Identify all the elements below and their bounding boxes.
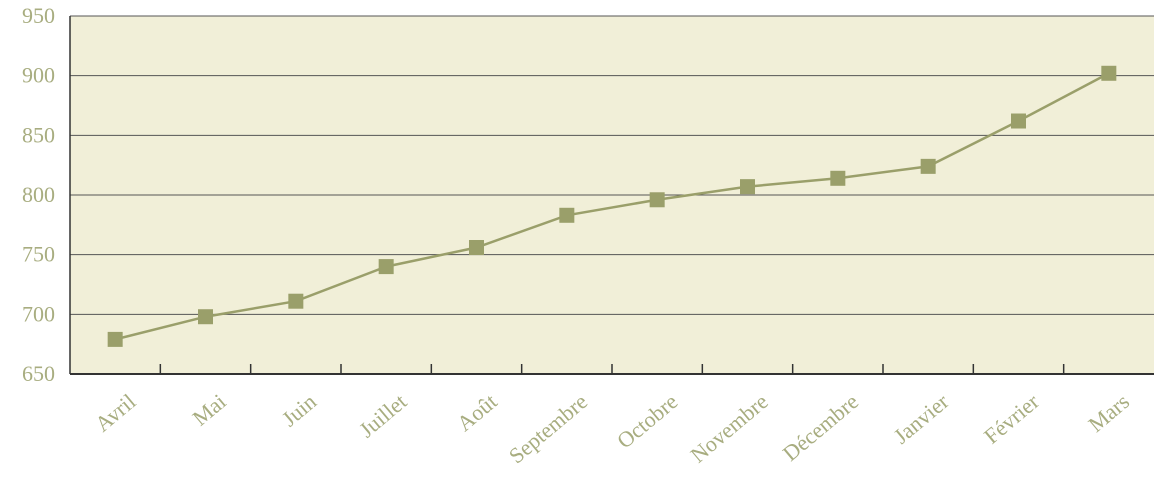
x-category-label: Juin: [277, 389, 321, 432]
y-tick-label: 900: [22, 63, 55, 88]
data-point-marker: [378, 259, 394, 275]
data-point-marker: [469, 240, 484, 256]
data-point-marker: [559, 207, 575, 223]
x-category-label: Août: [452, 389, 502, 436]
x-category-label: Décembre: [778, 389, 863, 466]
y-tick-label: 850: [22, 122, 55, 147]
data-point-marker: [649, 192, 665, 208]
data-point-marker: [920, 158, 936, 174]
x-category-label: Février: [979, 388, 1044, 448]
x-category-label: Novembre: [686, 389, 773, 468]
x-category-label: Mars: [1083, 389, 1134, 437]
data-point-marker: [1101, 65, 1117, 81]
x-category-label: Avril: [90, 389, 140, 437]
x-category-label: Octobre: [612, 389, 682, 454]
y-tick-label: 650: [22, 361, 55, 386]
series-line: [114, 72, 1110, 341]
data-point-marker: [198, 309, 213, 325]
y-tick-label: 750: [22, 242, 55, 267]
y-tick-label: 700: [22, 301, 55, 326]
data-point-marker: [830, 170, 846, 186]
y-axis-tick-labels: 650 700 750 800 850 900 950: [22, 3, 55, 386]
x-axis-ticks: [159, 364, 1065, 374]
x-category-label: Septembre: [504, 389, 592, 469]
grid-lines: [70, 15, 1154, 315]
y-tick-label: 800: [22, 182, 55, 207]
data-point-marker: [740, 179, 755, 195]
x-axis-category-labels: Avril Mai Juin Juillet Août Septembre Octobre N…: [90, 388, 1134, 468]
x-category-label: Janvier: [889, 388, 954, 448]
x-category-label: Mai: [187, 389, 230, 431]
data-point-marker: [107, 331, 123, 347]
x-category-label: Juillet: [354, 389, 411, 443]
series-layer: [107, 65, 1117, 347]
data-point-marker: [1011, 113, 1026, 129]
y-tick-label: 950: [22, 3, 55, 28]
data-point-marker: [288, 293, 304, 309]
